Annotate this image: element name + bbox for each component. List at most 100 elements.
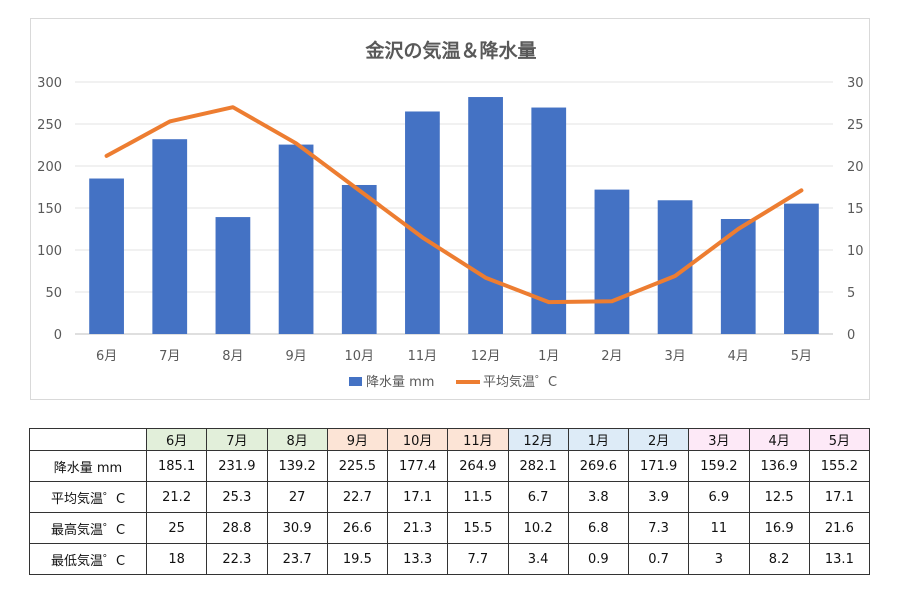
table-row-label: 最高気温゜C bbox=[29, 512, 147, 544]
chart-panel: 金沢の気温＆降水量 0 50 100 150 200 250 300 0 5 10 15 20 25 30 6… bbox=[30, 18, 870, 400]
table-header-9月: 9月 bbox=[326, 428, 389, 451]
x-tick-label: 3月 bbox=[664, 349, 685, 364]
table-cell: 25 bbox=[145, 512, 208, 544]
table-cell: 10.2 bbox=[507, 512, 569, 544]
x-tick-label: 2月 bbox=[601, 349, 622, 364]
table-row: 最高気温゜C 25 28.8 30.9 26.6 21.3 15.5 10.2 6.8 7.3 11… bbox=[29, 512, 871, 544]
table-cell: 171.9 bbox=[627, 450, 690, 482]
table-header-12月: 12月 bbox=[507, 428, 569, 451]
table-header-8月: 8月 bbox=[266, 428, 328, 451]
chart-title: 金沢の気温＆降水量 bbox=[364, 39, 536, 62]
table-row-label: 平均気温゜C bbox=[29, 481, 147, 513]
table-cell: 12.5 bbox=[748, 481, 810, 513]
table-header-10月: 10月 bbox=[386, 428, 449, 451]
table-cell: 177.4 bbox=[386, 450, 449, 482]
x-tick-label: 12月 bbox=[471, 349, 501, 364]
y-left-tick-label: 200 bbox=[37, 160, 62, 175]
table-cell: 6.9 bbox=[688, 481, 750, 513]
y-right-tick-label: 20 bbox=[847, 160, 864, 175]
table-header-4月: 4月 bbox=[748, 428, 810, 451]
table-cell: 11.5 bbox=[447, 481, 509, 513]
table-cell: 6.7 bbox=[507, 481, 569, 513]
bar-11月 bbox=[405, 111, 440, 334]
table-cell: 17.1 bbox=[808, 481, 871, 513]
table-cell: 11 bbox=[688, 512, 750, 544]
table-cell: 269.6 bbox=[567, 450, 630, 482]
temperature-line bbox=[104, 105, 804, 305]
table-cell: 155.2 bbox=[808, 450, 871, 482]
bar-10月 bbox=[341, 184, 377, 334]
x-tick-label: 9月 bbox=[285, 349, 306, 364]
table-cell: 159.2 bbox=[688, 450, 750, 482]
table-row: 最低気温゜C 18 22.3 23.7 19.5 13.3 7.7 3.4 0.9 0.7 3 8.2… bbox=[29, 543, 871, 575]
bar-8月 bbox=[215, 217, 251, 334]
table-cell: 13.1 bbox=[808, 543, 871, 575]
table-cell: 18 bbox=[145, 543, 208, 575]
table-cell: 282.1 bbox=[507, 450, 569, 482]
table-header-3月: 3月 bbox=[688, 428, 750, 451]
table-row-label: 最低気温゜C bbox=[29, 543, 147, 575]
table-cell: 21.3 bbox=[386, 512, 449, 544]
table-cell: 19.5 bbox=[326, 543, 389, 575]
table-cell: 13.3 bbox=[386, 543, 449, 575]
legend-swatch-precipitation bbox=[349, 377, 362, 386]
table-header-7月: 7月 bbox=[206, 428, 268, 451]
table-header-11月: 11月 bbox=[447, 428, 509, 451]
table-cell: 22.3 bbox=[206, 543, 268, 575]
x-tick-label: 4月 bbox=[728, 349, 749, 364]
x-tick-label: 1月 bbox=[538, 349, 559, 364]
x-tick-label: 5月 bbox=[791, 349, 812, 364]
x-tick-label: 10月 bbox=[344, 349, 374, 364]
y-left-tick-label: 50 bbox=[45, 286, 62, 301]
y-right-tick-label: 30 bbox=[847, 76, 864, 91]
table-cell: 21.2 bbox=[145, 481, 208, 513]
table-cell: 3 bbox=[688, 543, 750, 575]
bar-12月 bbox=[468, 97, 503, 334]
y-left-tick-label: 0 bbox=[54, 328, 62, 343]
y-right-tick-label: 15 bbox=[847, 202, 864, 217]
table-cell: 231.9 bbox=[206, 450, 268, 482]
table-cell: 139.2 bbox=[266, 450, 328, 482]
bar-9月 bbox=[278, 144, 314, 334]
table-cell: 264.9 bbox=[447, 450, 509, 482]
table-cell: 8.2 bbox=[748, 543, 810, 575]
y-left-tick-label: 100 bbox=[37, 244, 62, 259]
table-cell: 27 bbox=[266, 481, 328, 513]
table-cell: 25.3 bbox=[206, 481, 268, 513]
table-cell: 22.7 bbox=[326, 481, 389, 513]
table-cell: 23.7 bbox=[266, 543, 328, 575]
x-tick-label: 11月 bbox=[408, 349, 438, 364]
table-cell: 7.3 bbox=[627, 512, 690, 544]
table-cell: 3.9 bbox=[627, 481, 690, 513]
table-header-2月: 2月 bbox=[627, 428, 690, 451]
bar-6月 bbox=[89, 178, 124, 334]
x-tick-label: 6月 bbox=[96, 349, 117, 364]
legend-label-temperature: 平均気温゜C bbox=[483, 374, 557, 390]
table-header-5月: 5月 bbox=[808, 428, 871, 451]
table-cell: 0.7 bbox=[627, 543, 690, 575]
table-header-row: 6月 7月 8月 9月 10月 11月 12月 1月 2月 3月 4月 5月 bbox=[29, 428, 871, 451]
table-cell: 136.9 bbox=[748, 450, 810, 482]
y-left-tick-label: 150 bbox=[37, 202, 62, 217]
bar-5月 bbox=[784, 203, 819, 334]
table-cell: 30.9 bbox=[266, 512, 328, 544]
table-row-label: 降水量 mm bbox=[29, 450, 147, 482]
bar-7月 bbox=[152, 139, 188, 334]
table-cell: 185.1 bbox=[145, 450, 208, 482]
table-cell: 7.7 bbox=[447, 543, 509, 575]
x-tick-label: 7月 bbox=[159, 349, 180, 364]
climate-table: 6月 7月 8月 9月 10月 11月 12月 1月 2月 3月 4月 5月 降水量 mm 185.1 2… bbox=[29, 428, 871, 575]
y-right-tick-label: 0 bbox=[847, 328, 855, 343]
table-header-6月: 6月 bbox=[145, 428, 208, 451]
chart: 金沢の気温＆降水量 0 50 100 150 200 250 300 0 5 10 15 20 25 30 6… bbox=[37, 39, 864, 390]
table-cell: 21.6 bbox=[808, 512, 871, 544]
table-cell: 0.9 bbox=[567, 543, 630, 575]
table-row: 降水量 mm 185.1 231.9 139.2 225.5 177.4 264.9 282.… bbox=[29, 450, 871, 482]
y-right-tick-label: 25 bbox=[847, 118, 864, 133]
y-left-tick-label: 300 bbox=[37, 76, 62, 91]
table-cell: 6.8 bbox=[567, 512, 630, 544]
legend-label-precipitation: 降水量 mm bbox=[366, 375, 434, 390]
bar-2月 bbox=[594, 189, 630, 334]
table-cell: 3.8 bbox=[567, 481, 630, 513]
table-cell: 28.8 bbox=[206, 512, 268, 544]
